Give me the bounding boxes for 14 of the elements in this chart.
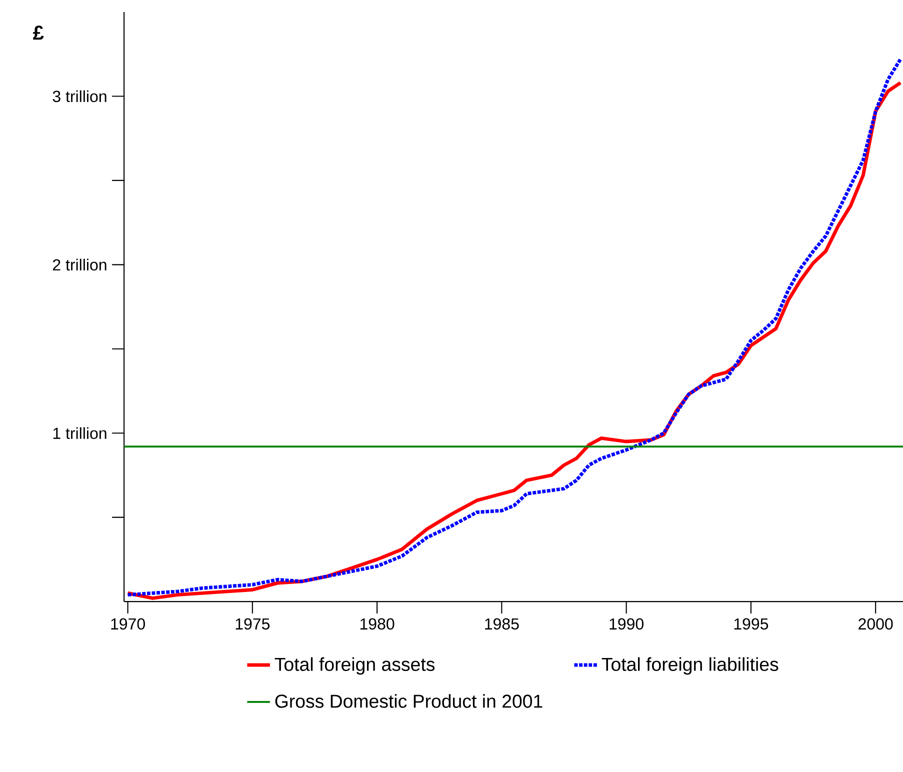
x-tick-label: 1980 <box>360 618 394 630</box>
x-tick-label: 1975 <box>236 618 270 630</box>
x-tick-label: 1985 <box>485 618 519 630</box>
x-tick-label: 1990 <box>610 618 644 630</box>
x-tick-label: 2000 <box>858 618 893 630</box>
legend-label: Gross Domestic Product in 2001 <box>275 694 542 708</box>
y-tick-label: 1 trillion <box>53 427 106 439</box>
x-tick-label: 1970 <box>111 618 145 630</box>
y-axis-title: £ <box>33 26 44 40</box>
x-tick-label: 1995 <box>734 618 768 630</box>
y-tick-label: 2 trillion <box>52 258 106 270</box>
legend-label: Total foreign liabilities <box>602 657 778 675</box>
y-tick-label: 3 trillion <box>52 90 106 102</box>
legend-label: Total foreign assets <box>274 657 435 675</box>
